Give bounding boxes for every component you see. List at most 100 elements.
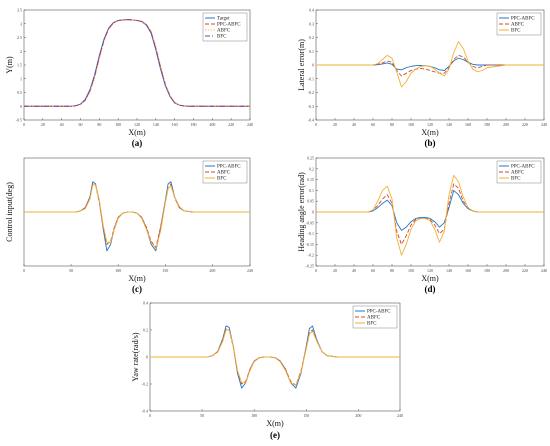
legend-label: PPC-ABFC — [217, 165, 241, 170]
x-tick-label: 20 — [333, 268, 337, 273]
y-tick-label: 2.5 — [17, 35, 22, 40]
y-axis-label: Yaw rate(rad/s) — [131, 332, 140, 382]
legend-label: ABFC — [217, 29, 231, 34]
y-tick-label: -0.05 — [306, 220, 314, 225]
x-axis-label: X(m) — [266, 419, 284, 428]
x-tick-label: 200 — [355, 413, 361, 418]
chart-panel-d: 0 20 40 60 80 100 120 140 160 180 200 220 240 -0.25 -0… — [297, 156, 547, 295]
legend-label: ABFC — [511, 171, 525, 176]
series-line-bfc — [24, 19, 250, 107]
x-tick-label: 50 — [200, 413, 204, 418]
panel-caption: (b) — [425, 138, 436, 148]
x-tick-label: 100 — [115, 122, 121, 127]
x-tick-label: 0 — [315, 268, 317, 273]
chart-panel-b: 0 20 40 60 80 100 120 140 160 180 200 220 240 -0.4 -0.… — [297, 8, 547, 149]
y-tick-label: 0.4 — [143, 301, 148, 306]
x-tick-label: 80 — [97, 122, 101, 127]
x-tick-label: 100 — [408, 268, 414, 273]
y-tick-label: 0 — [146, 355, 148, 360]
panel-caption: (a) — [132, 138, 143, 148]
x-tick-label: 180 — [191, 122, 197, 127]
x-tick-label: 240 — [247, 122, 253, 127]
y-axis-label: Heading angle error(rad) — [297, 172, 306, 252]
y-tick-label: 0.3 — [309, 21, 314, 26]
y-tick-label: -0.2 — [308, 90, 314, 95]
x-tick-label: 40 — [60, 122, 64, 127]
y-tick-label: -0.1 — [308, 76, 314, 81]
chart-panel-e: 0 50 100 150 200 240 -0.4 -0.2 0 0.2 0.4 PPC-ABFCAB… — [131, 301, 403, 441]
x-tick-label: 160 — [172, 122, 178, 127]
x-tick-label: 160 — [465, 122, 471, 127]
y-tick-label: 0.1 — [309, 49, 314, 54]
x-tick-label: 60 — [371, 268, 375, 273]
y-tick-label: 0.25 — [307, 156, 314, 161]
x-tick-label: 200 — [503, 122, 509, 127]
panel-caption: (d) — [425, 284, 436, 294]
y-tick-label: -0.25 — [306, 264, 314, 269]
x-tick-label: 100 — [251, 413, 257, 418]
legend-label: ABFC — [367, 316, 381, 321]
y-tick-label: -0.4 — [142, 409, 148, 414]
x-tick-label: 0 — [315, 122, 317, 127]
y-tick-label: -0.15 — [306, 242, 314, 247]
x-tick-label: 60 — [79, 122, 83, 127]
y-tick-label: -0.3 — [308, 104, 314, 109]
x-tick-label: 0 — [23, 268, 25, 273]
legend-label: BFC — [217, 35, 227, 40]
x-tick-label: 40 — [352, 268, 356, 273]
y-tick-label: 0.5 — [17, 90, 22, 95]
x-tick-label: 100 — [115, 268, 121, 273]
x-axis-label: X(m) — [128, 274, 146, 283]
legend-label: Target — [217, 17, 230, 22]
x-tick-label: 240 — [247, 268, 253, 273]
legend-label: ABFC — [511, 23, 525, 28]
x-tick-label: 150 — [303, 413, 309, 418]
y-tick-label: 2 — [20, 49, 22, 54]
y-tick-label: -0.5 — [16, 118, 22, 123]
series-line-bfc — [316, 41, 544, 88]
x-tick-label: 120 — [427, 268, 433, 273]
legend-label: PPC-ABFC — [511, 165, 535, 170]
series-line-abfc — [24, 19, 250, 107]
series-line-ppc-abfc — [316, 57, 544, 71]
x-tick-label: 50 — [69, 268, 73, 273]
y-tick-label: -0.4 — [308, 118, 314, 123]
x-tick-label: 180 — [484, 122, 490, 127]
x-tick-label: 160 — [465, 268, 471, 273]
y-tick-label: 0.2 — [309, 35, 314, 40]
x-tick-label: 220 — [228, 122, 234, 127]
x-tick-label: 120 — [134, 122, 140, 127]
legend-label: ABFC — [217, 171, 231, 176]
y-tick-label: -0.2 — [308, 253, 314, 258]
x-tick-label: 150 — [162, 268, 168, 273]
y-tick-label: 0.1 — [309, 188, 314, 193]
x-tick-label: 0 — [23, 122, 25, 127]
y-tick-label: -0.1 — [308, 231, 314, 236]
x-tick-label: 220 — [522, 122, 528, 127]
chart-panel-a: 0 20 40 60 80 100 120 140 160 180 200 220 240-0.500.… — [5, 8, 253, 149]
x-tick-label: 140 — [446, 268, 452, 273]
legend-label: BFC — [217, 177, 227, 182]
x-tick-label: 180 — [484, 268, 490, 273]
x-tick-label: 200 — [209, 122, 215, 127]
x-tick-label: 120 — [427, 122, 433, 127]
x-tick-label: 240 — [541, 122, 547, 127]
x-tick-label: 80 — [390, 268, 394, 273]
x-tick-label: 240 — [397, 413, 403, 418]
y-tick-label: 0 — [20, 104, 22, 109]
x-tick-label: 20 — [41, 122, 45, 127]
y-tick-label: 0.4 — [309, 8, 314, 13]
y-tick-label: 0.15 — [307, 177, 314, 182]
legend-label: PPC-ABFC — [367, 310, 391, 315]
legend-label: PPC-ABFC — [511, 17, 535, 22]
legend-label: BFC — [367, 322, 377, 327]
series-line-bfc — [150, 329, 400, 386]
y-tick-label: 0.05 — [307, 199, 314, 204]
x-tick-label: 40 — [352, 122, 356, 127]
panel-caption: (c) — [132, 284, 142, 294]
x-tick-label: 80 — [390, 122, 394, 127]
